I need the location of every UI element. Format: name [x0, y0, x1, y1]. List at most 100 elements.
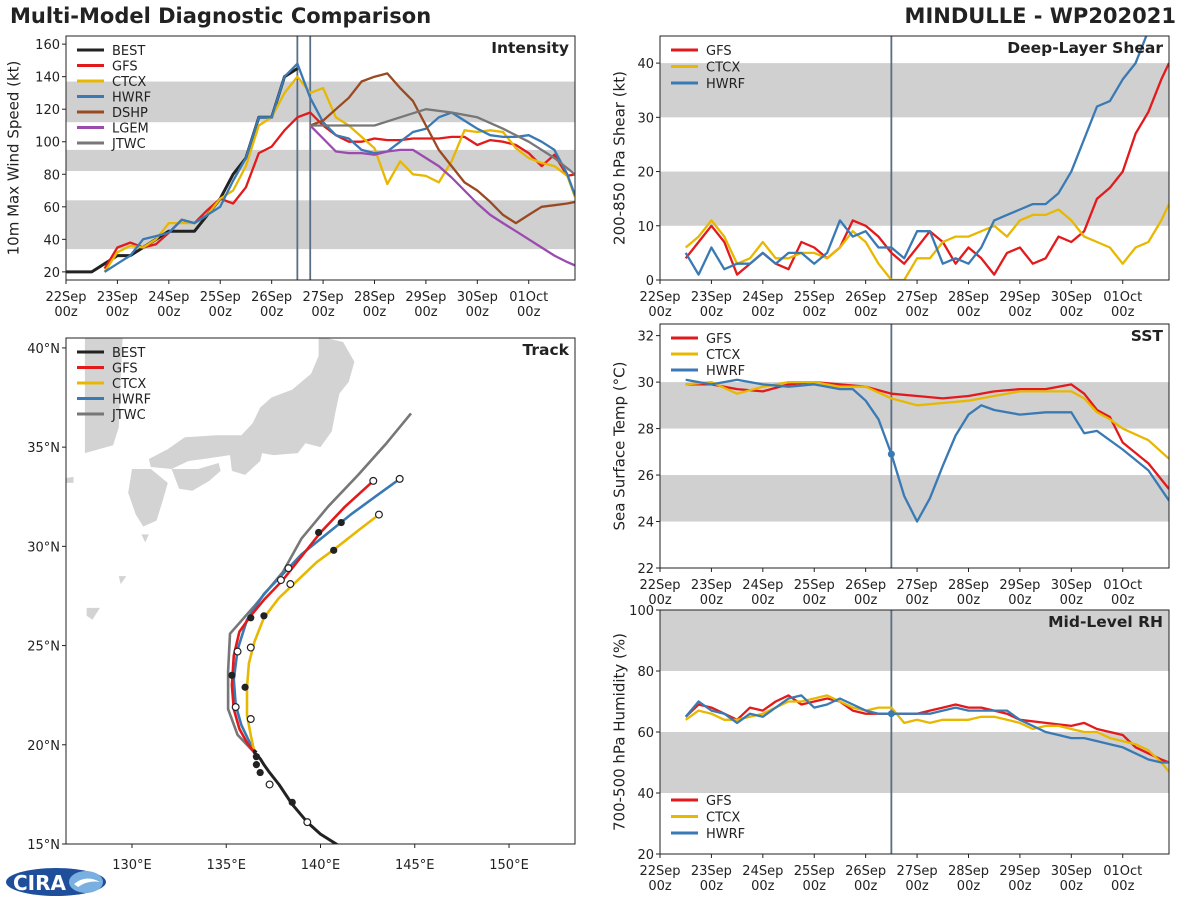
- series-line-ctcx: [103, 75, 575, 273]
- legend-label: DSHP: [112, 106, 148, 121]
- track-series: [226, 412, 413, 844]
- y-tick-label: 100: [629, 604, 654, 619]
- x-tick-label: 00z: [648, 879, 672, 894]
- x-tick-label: 00z: [648, 593, 672, 608]
- y-axis-label: 200-850 hPa Shear (kt): [611, 71, 629, 245]
- legend-label: LGEM: [112, 122, 149, 137]
- track-point-open: [286, 580, 295, 589]
- y-tick-label: 60: [637, 726, 654, 741]
- shaded-band: [660, 732, 1169, 793]
- x-tick-label: 00z: [803, 879, 827, 894]
- x-tick-label: 00z: [1111, 879, 1135, 894]
- x-tick-label: 00z: [414, 305, 438, 320]
- y-tick-label: 40: [637, 787, 654, 802]
- x-tick-label: 27Sep: [897, 578, 938, 593]
- x-tick-label: 00z: [751, 305, 775, 320]
- land-mass: [66, 476, 74, 483]
- panel-title: Mid-Level RH: [1048, 613, 1163, 631]
- panel-title: Intensity: [491, 39, 569, 57]
- x-tick-label: 00z: [466, 305, 490, 320]
- cira-logo: CIRA: [4, 866, 108, 898]
- series-line-hwrf: [684, 36, 1148, 276]
- track-point-open: [233, 647, 242, 656]
- track-point-open: [303, 818, 312, 827]
- x-tick-label: 00z: [1111, 305, 1135, 320]
- x-tick-label: 22Sep: [639, 578, 680, 593]
- y-tick-label: 80: [637, 665, 654, 680]
- track-point-open: [374, 510, 383, 519]
- legend-label: CTCX: [706, 348, 740, 363]
- x-tick-label: 24Sep: [742, 290, 783, 305]
- x-tick-label: 00z: [106, 305, 130, 320]
- x-tick-label: 00z: [648, 305, 672, 320]
- x-tick-label: 00z: [751, 593, 775, 608]
- x-tick-label: 00z: [854, 305, 878, 320]
- track-point-open: [231, 703, 240, 712]
- track-point-open: [284, 564, 293, 573]
- track-point-open: [246, 714, 255, 723]
- land-layer: [66, 338, 355, 620]
- y-tick-label: 20: [637, 848, 654, 863]
- x-tick-label: 145°E: [395, 858, 435, 873]
- x-tick-label: 00z: [803, 305, 827, 320]
- x-tick-label: 27Sep: [897, 290, 938, 305]
- series-line-ctcx: [685, 694, 1169, 773]
- land-mass: [86, 607, 100, 620]
- x-tick-label: 00z: [1008, 879, 1032, 894]
- y-tick-label: 80: [43, 168, 60, 183]
- legend-label: HWRF: [112, 91, 151, 106]
- shaded-band: [660, 475, 1169, 522]
- x-tick-label: 00z: [957, 879, 981, 894]
- x-tick-label: 00z: [803, 593, 827, 608]
- logo-text: CIRA: [13, 871, 67, 895]
- x-tick-label: 26Sep: [845, 290, 886, 305]
- panel-title: SST: [1131, 327, 1164, 345]
- track-point-filled: [330, 546, 338, 554]
- track-point-open: [265, 780, 274, 789]
- y-axis-label: Sea Surface Temp (°C): [611, 361, 629, 530]
- axes-frame: [659, 35, 1170, 281]
- y-tick-label: 0: [646, 274, 654, 289]
- y-tick-label: 40: [637, 57, 654, 72]
- x-tick-label: 00z: [157, 305, 181, 320]
- y-tick-label: 35°N: [27, 441, 60, 456]
- legend-label: GFS: [706, 44, 732, 59]
- shaded-band: [660, 171, 1169, 226]
- legend-label: HWRF: [706, 827, 745, 842]
- analysis-marker: [887, 450, 895, 458]
- land-mass: [171, 463, 221, 491]
- y-tick-label: 30°N: [27, 540, 60, 555]
- x-tick-label: 00z: [700, 879, 724, 894]
- chart-sst: 22242628303222Sep00z23Sep00z24Sep00z25Se…: [611, 323, 1170, 608]
- x-tick-label: 29Sep: [999, 290, 1040, 305]
- x-tick-label: 130°E: [112, 858, 152, 873]
- x-tick-label: 27Sep: [303, 290, 344, 305]
- x-tick-label: 29Sep: [999, 578, 1040, 593]
- series-line-dshp: [309, 72, 575, 225]
- legend-label: BEST: [112, 44, 145, 59]
- track-point-open: [246, 643, 255, 652]
- legend-label: CTCX: [706, 61, 740, 76]
- x-tick-label: 01Oct: [1103, 864, 1142, 879]
- legend-label: GFS: [706, 794, 732, 809]
- x-tick-label: 22Sep: [639, 290, 680, 305]
- track-point-filled: [256, 768, 264, 777]
- x-tick-label: 01Oct: [1103, 290, 1142, 305]
- y-tick-label: 40: [43, 233, 60, 248]
- track-point-open: [369, 476, 378, 485]
- x-tick-label: 00z: [209, 305, 233, 320]
- y-tick-label: 120: [35, 103, 60, 118]
- y-tick-label: 140: [35, 71, 60, 86]
- y-tick-label: 60: [43, 201, 60, 216]
- chart-intensity: 2040608010012014016022Sep00z23Sep00z24Se…: [5, 35, 576, 320]
- y-tick-label: 160: [35, 38, 60, 53]
- y-tick-label: 15°N: [27, 838, 60, 853]
- x-tick-label: 00z: [260, 305, 284, 320]
- y-tick-label: 30: [637, 376, 654, 391]
- y-tick-label: 25°N: [27, 640, 60, 655]
- x-tick-label: 25Sep: [200, 290, 241, 305]
